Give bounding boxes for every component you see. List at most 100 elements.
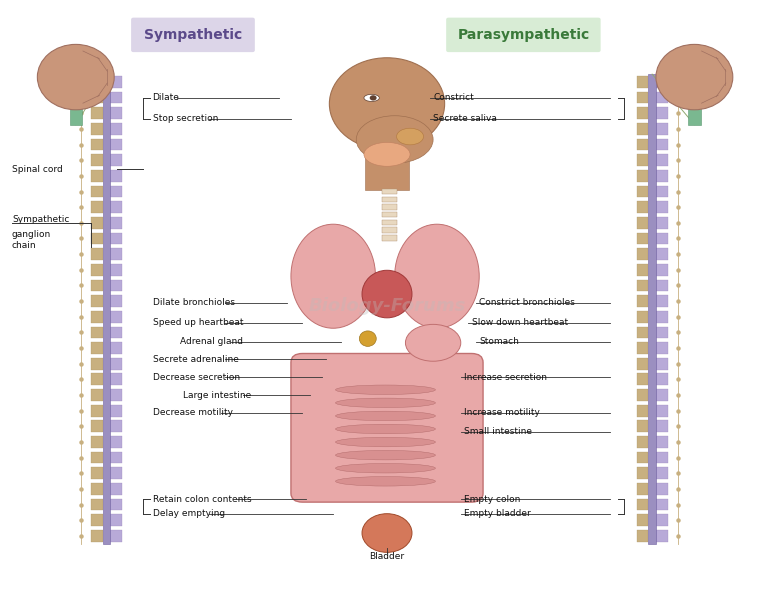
Text: Dilate bronchioles: Dilate bronchioles: [152, 298, 235, 307]
Bar: [91, 436, 103, 448]
Text: Constrict: Constrict: [433, 94, 474, 103]
Text: Stop secretion: Stop secretion: [152, 114, 218, 123]
Bar: [636, 499, 649, 511]
Bar: [636, 405, 649, 416]
Bar: [656, 326, 668, 338]
Bar: [91, 154, 103, 166]
Ellipse shape: [656, 44, 733, 110]
Text: Sympathetic: Sympathetic: [12, 215, 70, 224]
Bar: [656, 264, 668, 275]
Ellipse shape: [370, 95, 377, 101]
Ellipse shape: [406, 325, 461, 361]
Bar: [111, 436, 122, 448]
Bar: [636, 342, 649, 354]
Bar: [91, 139, 103, 151]
Bar: [111, 123, 122, 135]
Bar: [656, 185, 668, 197]
Bar: [91, 92, 103, 103]
Bar: [656, 201, 668, 213]
Ellipse shape: [364, 142, 410, 166]
Bar: [636, 280, 649, 292]
Text: Secrete adrenaline: Secrete adrenaline: [152, 355, 238, 364]
Bar: [656, 405, 668, 416]
Text: Sympathetic: Sympathetic: [144, 28, 242, 42]
Bar: [636, 295, 649, 307]
Bar: [656, 92, 668, 103]
Bar: [111, 499, 122, 511]
Bar: [656, 154, 668, 166]
Bar: [111, 295, 122, 307]
Bar: [111, 264, 122, 275]
Bar: [636, 467, 649, 479]
Bar: [636, 311, 649, 323]
Text: ganglion: ganglion: [12, 230, 51, 239]
Ellipse shape: [396, 128, 423, 145]
Bar: [636, 326, 649, 338]
Ellipse shape: [356, 116, 433, 163]
Text: Small intestine: Small intestine: [464, 427, 532, 436]
Bar: [91, 76, 103, 88]
Bar: [91, 421, 103, 432]
Bar: [365, 153, 409, 190]
Bar: [91, 467, 103, 479]
Bar: [636, 76, 649, 88]
Bar: [649, 74, 656, 544]
Bar: [656, 358, 668, 370]
Bar: [91, 233, 103, 244]
Bar: [636, 530, 649, 542]
Bar: [91, 264, 103, 275]
Bar: [636, 483, 649, 495]
Bar: [111, 358, 122, 370]
Bar: [111, 421, 122, 432]
Bar: [656, 233, 668, 244]
Bar: [91, 201, 103, 213]
Bar: [656, 248, 668, 260]
Bar: [111, 342, 122, 354]
Text: Decrease motility: Decrease motility: [152, 409, 233, 418]
Text: Retain colon contents: Retain colon contents: [152, 494, 252, 503]
Ellipse shape: [335, 411, 436, 421]
Bar: [103, 74, 111, 544]
Ellipse shape: [335, 437, 436, 447]
Bar: [111, 405, 122, 416]
Bar: [111, 452, 122, 463]
Bar: [91, 326, 103, 338]
Text: Empty colon: Empty colon: [464, 494, 520, 503]
Bar: [382, 197, 397, 202]
FancyBboxPatch shape: [131, 17, 255, 52]
Bar: [636, 107, 649, 119]
Bar: [111, 483, 122, 495]
Bar: [111, 311, 122, 323]
Ellipse shape: [364, 94, 379, 101]
Text: Slow down heartbeat: Slow down heartbeat: [471, 318, 567, 327]
Bar: [656, 170, 668, 182]
Bar: [91, 342, 103, 354]
Text: Delay emptying: Delay emptying: [152, 509, 224, 518]
FancyBboxPatch shape: [446, 17, 601, 52]
Bar: [111, 373, 122, 385]
Text: Increase motility: Increase motility: [464, 409, 539, 418]
Text: Large intestine: Large intestine: [183, 391, 252, 400]
Bar: [636, 170, 649, 182]
Text: Speed up heartbeat: Speed up heartbeat: [152, 318, 243, 327]
FancyBboxPatch shape: [291, 353, 483, 502]
Bar: [382, 189, 397, 194]
Bar: [91, 373, 103, 385]
Bar: [656, 139, 668, 151]
Bar: [656, 217, 668, 229]
Bar: [91, 530, 103, 542]
Bar: [656, 467, 668, 479]
Bar: [688, 107, 700, 125]
Bar: [111, 139, 122, 151]
Bar: [636, 185, 649, 197]
Bar: [656, 421, 668, 432]
Text: Biology-Forums: Biology-Forums: [308, 297, 466, 315]
Text: Increase secretion: Increase secretion: [464, 373, 547, 382]
Bar: [111, 201, 122, 213]
Ellipse shape: [291, 224, 375, 328]
Bar: [656, 280, 668, 292]
Bar: [656, 436, 668, 448]
Bar: [636, 248, 649, 260]
Bar: [111, 217, 122, 229]
Bar: [111, 530, 122, 542]
